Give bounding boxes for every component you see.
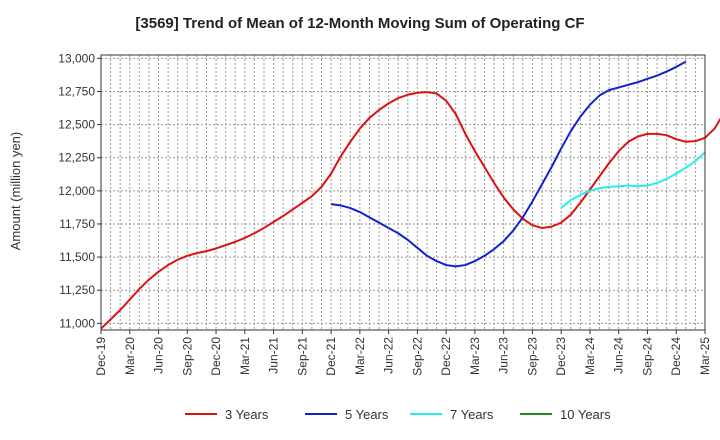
- x-tick-label: Dec-22: [439, 337, 453, 376]
- x-tick-label: Sep-23: [525, 337, 539, 376]
- y-tick-label: 12,000: [58, 184, 95, 198]
- x-tick-label: Jun-21: [267, 337, 281, 374]
- x-tick-label: Dec-24: [669, 337, 683, 376]
- legend-label: 10 Years: [560, 407, 611, 422]
- x-tick-label: Mar-22: [353, 337, 367, 375]
- legend: 3 Years 5 Years 7 Years 10 Years: [185, 407, 611, 422]
- x-tick-label: Dec-23: [554, 337, 568, 376]
- x-tick-label: Sep-24: [640, 337, 654, 376]
- series-line-7-years: [560, 151, 706, 209]
- y-axis-ticks: 11,000 11,250 11,500 11,750 12,000 12,250 12,5…: [58, 51, 101, 330]
- y-tick-label: 11,000: [59, 316, 95, 330]
- x-tick-label: Dec-19: [94, 337, 108, 376]
- y-tick-label: 11,250: [59, 283, 95, 297]
- x-tick-label: Dec-20: [209, 337, 223, 376]
- x-tick-label: Jun-20: [152, 337, 166, 374]
- y-tick-label: 12,750: [58, 84, 95, 98]
- series-group: [100, 60, 720, 330]
- y-tick-label: 11,500: [59, 250, 95, 264]
- x-axis-ticks: Dec-19 Mar-20 Jun-20 Sep-20 Dec-20 Mar-21 Jun-…: [94, 330, 712, 376]
- x-tick-label: Mar-23: [468, 337, 482, 375]
- x-tick-label: Dec-21: [324, 337, 338, 376]
- y-tick-label: 12,500: [58, 118, 95, 132]
- x-tick-label: Mar-21: [238, 337, 252, 375]
- y-tick-label: 12,250: [58, 151, 95, 165]
- x-tick-label: Sep-22: [410, 337, 424, 376]
- grid: [101, 55, 705, 330]
- x-tick-label: Sep-20: [180, 337, 194, 376]
- x-tick-label: Mar-25: [698, 337, 712, 375]
- x-tick-label: Mar-20: [123, 337, 137, 375]
- x-tick-label: Jun-23: [497, 337, 511, 374]
- x-tick-label: Mar-24: [583, 337, 597, 375]
- series-line-3-years: [100, 91, 720, 330]
- legend-label: 3 Years: [225, 407, 269, 422]
- plot-area-frame: [100, 54, 706, 331]
- legend-label: 7 Years: [450, 407, 494, 422]
- x-tick-label: Sep-21: [295, 337, 309, 376]
- legend-label: 5 Years: [345, 407, 389, 422]
- y-axis-label: Amount (million yen): [8, 132, 23, 251]
- series-line-5-years: [330, 60, 687, 268]
- x-tick-label: Jun-22: [382, 337, 396, 374]
- y-tick-label: 13,000: [58, 51, 95, 65]
- x-tick-label: Jun-24: [612, 337, 626, 374]
- chart-title: [3569] Trend of Mean of 12-Month Moving …: [135, 15, 584, 32]
- y-tick-label: 11,750: [59, 217, 95, 231]
